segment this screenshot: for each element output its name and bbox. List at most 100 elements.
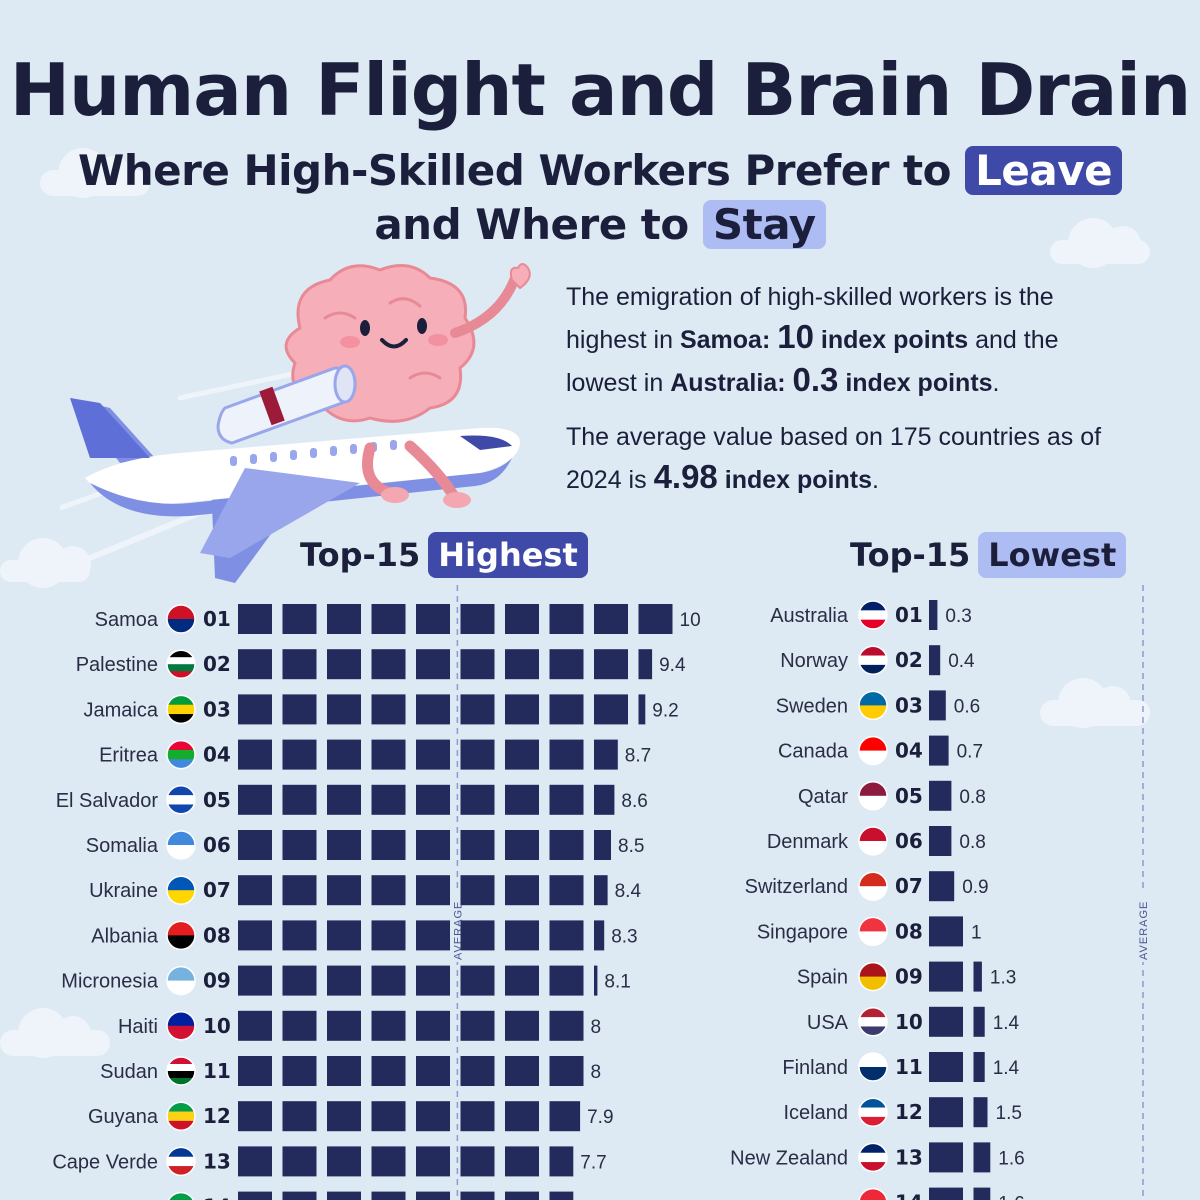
bar-segment — [549, 1010, 584, 1041]
bar-row: Somalia 06 8.5 — [86, 830, 644, 860]
country-label: Finland — [782, 1057, 848, 1079]
rank-label: 03 — [203, 697, 231, 721]
bar-segment — [238, 649, 272, 680]
bar-segment — [327, 1146, 361, 1177]
bar-segment — [327, 1191, 361, 1200]
bar-segment — [594, 694, 628, 725]
bar-segment — [371, 739, 406, 770]
bar-row: Eritrea 04 8.7 — [99, 739, 651, 770]
bar-segment — [460, 965, 495, 996]
rank-label: 06 — [203, 833, 231, 857]
flag-icon — [167, 1102, 195, 1131]
bar-segment — [973, 1006, 985, 1037]
bar-segment — [549, 1191, 574, 1200]
bar-segment — [371, 1056, 406, 1086]
bar-segment — [505, 920, 539, 951]
bar-segment — [929, 826, 952, 856]
bar-row: Singapore 08 1 — [757, 916, 982, 947]
bar-segment — [282, 1056, 317, 1086]
bar-segment — [460, 694, 495, 725]
bar-row: Palestine 02 9.4 — [76, 649, 686, 680]
bar-segment — [282, 1101, 317, 1132]
bar-segment — [282, 920, 317, 951]
country-label: Jamaica — [84, 699, 159, 721]
country-label: Sudan — [100, 1061, 158, 1083]
bar-row: Canada 04 0.7 — [778, 735, 983, 766]
bar-row: Guyana 12 7.9 — [88, 1101, 614, 1132]
value-label: 8.6 — [621, 791, 647, 812]
highest-chart-title: Top-15 Highest — [300, 527, 588, 583]
value-label: 0.8 — [959, 787, 985, 808]
rank-label: 04 — [203, 743, 231, 767]
bar-segment — [238, 830, 272, 860]
flag-icon — [859, 691, 887, 720]
value-label: 8 — [591, 1017, 602, 1038]
country-label: Spain — [797, 967, 848, 989]
value-label: 1.4 — [993, 1013, 1020, 1034]
bar-row: Denmark 06 0.8 — [767, 826, 986, 856]
bar-segment — [549, 920, 584, 951]
bar-segment — [505, 1056, 539, 1086]
cloud-decoration — [40, 148, 150, 198]
bar-segment — [505, 875, 539, 906]
bar-row: Australia 01 0.3 — [770, 600, 972, 630]
rank-label: 14 — [203, 1195, 231, 1200]
bar-segment — [238, 604, 272, 634]
bar-segment — [416, 739, 450, 770]
bar-segment — [416, 649, 450, 680]
value-label: 8 — [591, 1062, 602, 1083]
rank-label: 09 — [895, 965, 923, 989]
bar-segment — [973, 1052, 985, 1082]
summary-text: . — [871, 466, 879, 494]
flag-icon — [859, 1098, 887, 1127]
bar-segment — [282, 965, 317, 996]
value-label: 8.1 — [604, 972, 630, 993]
bar-segment — [549, 1146, 574, 1177]
rank-label: 10 — [203, 1014, 231, 1038]
bar-segment — [238, 965, 272, 996]
flag-icon — [859, 601, 887, 629]
value-label: 1.4 — [993, 1058, 1020, 1079]
country-label: Cape Verde — [52, 1151, 158, 1173]
bar-row: Albania 08 8.3 — [91, 920, 638, 951]
subtitle-line-1: Where High-Skilled Workers Prefer to Lea… — [0, 146, 1200, 195]
bar-segment — [460, 1010, 495, 1041]
bar-segment — [327, 604, 361, 634]
bar-segment — [371, 604, 406, 634]
bar-segment — [929, 780, 952, 811]
country-label: Micronesia — [61, 971, 159, 993]
flag-icon — [167, 966, 195, 995]
flag-icon — [167, 1057, 195, 1085]
flag-icon — [167, 650, 195, 679]
bar-segment — [549, 875, 584, 906]
bar-segment — [327, 920, 361, 951]
bar-segment — [505, 1010, 539, 1041]
flag-icon — [167, 1011, 195, 1040]
bar-segment — [371, 1101, 406, 1132]
bar-row: 147.7 — [167, 1191, 607, 1200]
bar-segment — [238, 1056, 272, 1086]
bar-segment — [973, 961, 982, 992]
value-label: 0.6 — [954, 696, 980, 717]
value-label: 0.8 — [959, 832, 985, 853]
bar-segment — [416, 694, 450, 725]
country-label: Qatar — [798, 786, 848, 808]
flag-icon — [167, 1147, 195, 1176]
bar-segment — [371, 830, 406, 860]
cloud-decoration — [1050, 218, 1150, 268]
bar-segment — [505, 784, 539, 815]
bar-segment — [929, 1006, 963, 1037]
bar-segment — [594, 604, 628, 634]
rank-label: 02 — [203, 652, 231, 676]
bar-row: Sudan 11 8 — [100, 1056, 601, 1086]
bar-segment — [973, 1097, 988, 1128]
bar-segment — [594, 649, 628, 680]
bar-row: El Salvador 05 8.6 — [56, 784, 648, 815]
rank-label: 12 — [203, 1104, 231, 1128]
bar-segment — [416, 875, 450, 906]
flag-icon — [859, 1143, 887, 1172]
subtitle-line-2: and Where to Stay — [0, 200, 1200, 249]
bar-segment — [638, 694, 646, 725]
bar-segment — [505, 604, 539, 634]
